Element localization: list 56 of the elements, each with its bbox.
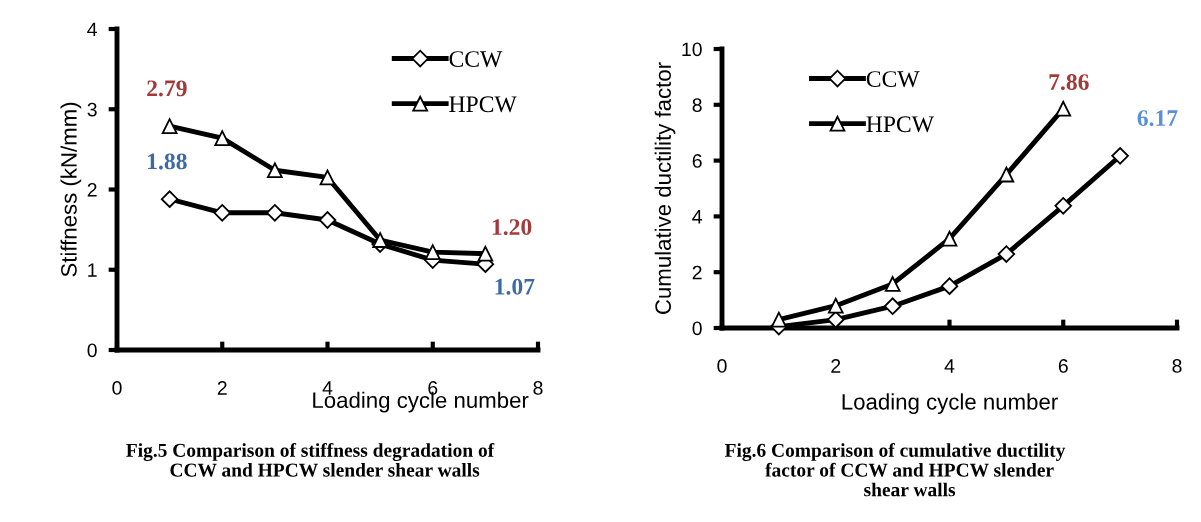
legend-label: HPCW bbox=[449, 96, 517, 113]
y-tick-label: 4 bbox=[692, 210, 702, 224]
point bbox=[1054, 197, 1073, 215]
x-tick-label: 0 bbox=[717, 359, 727, 373]
data-label: 1.20 bbox=[492, 219, 532, 236]
point bbox=[477, 245, 494, 262]
x-tick-label: 2 bbox=[831, 359, 841, 373]
y-tick-label: 0 bbox=[692, 321, 702, 336]
caption: Fig.5 Comparison of stiffness degradation of CCW and HPCW slender shear walls bbox=[126, 443, 495, 477]
x-tick-label: 8 bbox=[1172, 359, 1182, 373]
x-tick-label: 6 bbox=[1058, 359, 1068, 373]
point bbox=[214, 130, 231, 146]
data-label: 7.86 bbox=[1049, 74, 1089, 91]
data-label: 1.88 bbox=[148, 153, 187, 170]
y-tick-label: 2 bbox=[692, 265, 702, 280]
point bbox=[771, 311, 787, 328]
point bbox=[319, 169, 336, 186]
y-tick-label: 1 bbox=[88, 263, 97, 277]
x-axis-title: Loading cycle number bbox=[842, 393, 1058, 415]
x-tick-label: 4 bbox=[944, 359, 955, 373]
caption: Fig.6 Comparison of cumulative ductility factor of CCW and HPCW slender shear walls bbox=[724, 443, 1066, 497]
point bbox=[372, 232, 388, 248]
y-axis-title: Cumulative ductility factor bbox=[654, 62, 676, 314]
y-tick-label: 3 bbox=[87, 102, 97, 117]
point bbox=[1055, 100, 1072, 117]
x-tick-label: 0 bbox=[112, 381, 122, 395]
point bbox=[941, 230, 958, 247]
point bbox=[883, 297, 902, 315]
x-tick-label: 2 bbox=[217, 381, 227, 395]
y-tick-label: 4 bbox=[87, 22, 97, 37]
point bbox=[424, 244, 441, 260]
point bbox=[213, 204, 232, 222]
y-tick-label: 2 bbox=[87, 182, 97, 197]
y-tick-label: 6 bbox=[692, 154, 702, 168]
point bbox=[997, 245, 1016, 263]
data-label: 1.07 bbox=[495, 278, 535, 295]
y-tick-label: 8 bbox=[692, 98, 702, 113]
point bbox=[160, 190, 179, 208]
point bbox=[161, 118, 178, 134]
point bbox=[940, 277, 959, 295]
y-tick-label: 0 bbox=[87, 343, 97, 358]
point bbox=[998, 166, 1015, 183]
y-axis-title: Stiffness (kN/mm) bbox=[60, 102, 82, 277]
legend-label: CCW bbox=[866, 71, 920, 88]
point bbox=[266, 204, 284, 222]
data-label: 2.79 bbox=[147, 80, 187, 97]
point bbox=[267, 162, 283, 179]
y-tick-label: 10 bbox=[682, 42, 702, 57]
point bbox=[318, 211, 337, 229]
data-label: 6.17 bbox=[1137, 110, 1178, 127]
x-tick-label: 8 bbox=[533, 381, 543, 395]
legend-label: CCW bbox=[449, 51, 503, 68]
point bbox=[827, 297, 844, 314]
point bbox=[1111, 147, 1129, 165]
legend-label: HPCW bbox=[866, 116, 934, 133]
point bbox=[884, 276, 901, 292]
